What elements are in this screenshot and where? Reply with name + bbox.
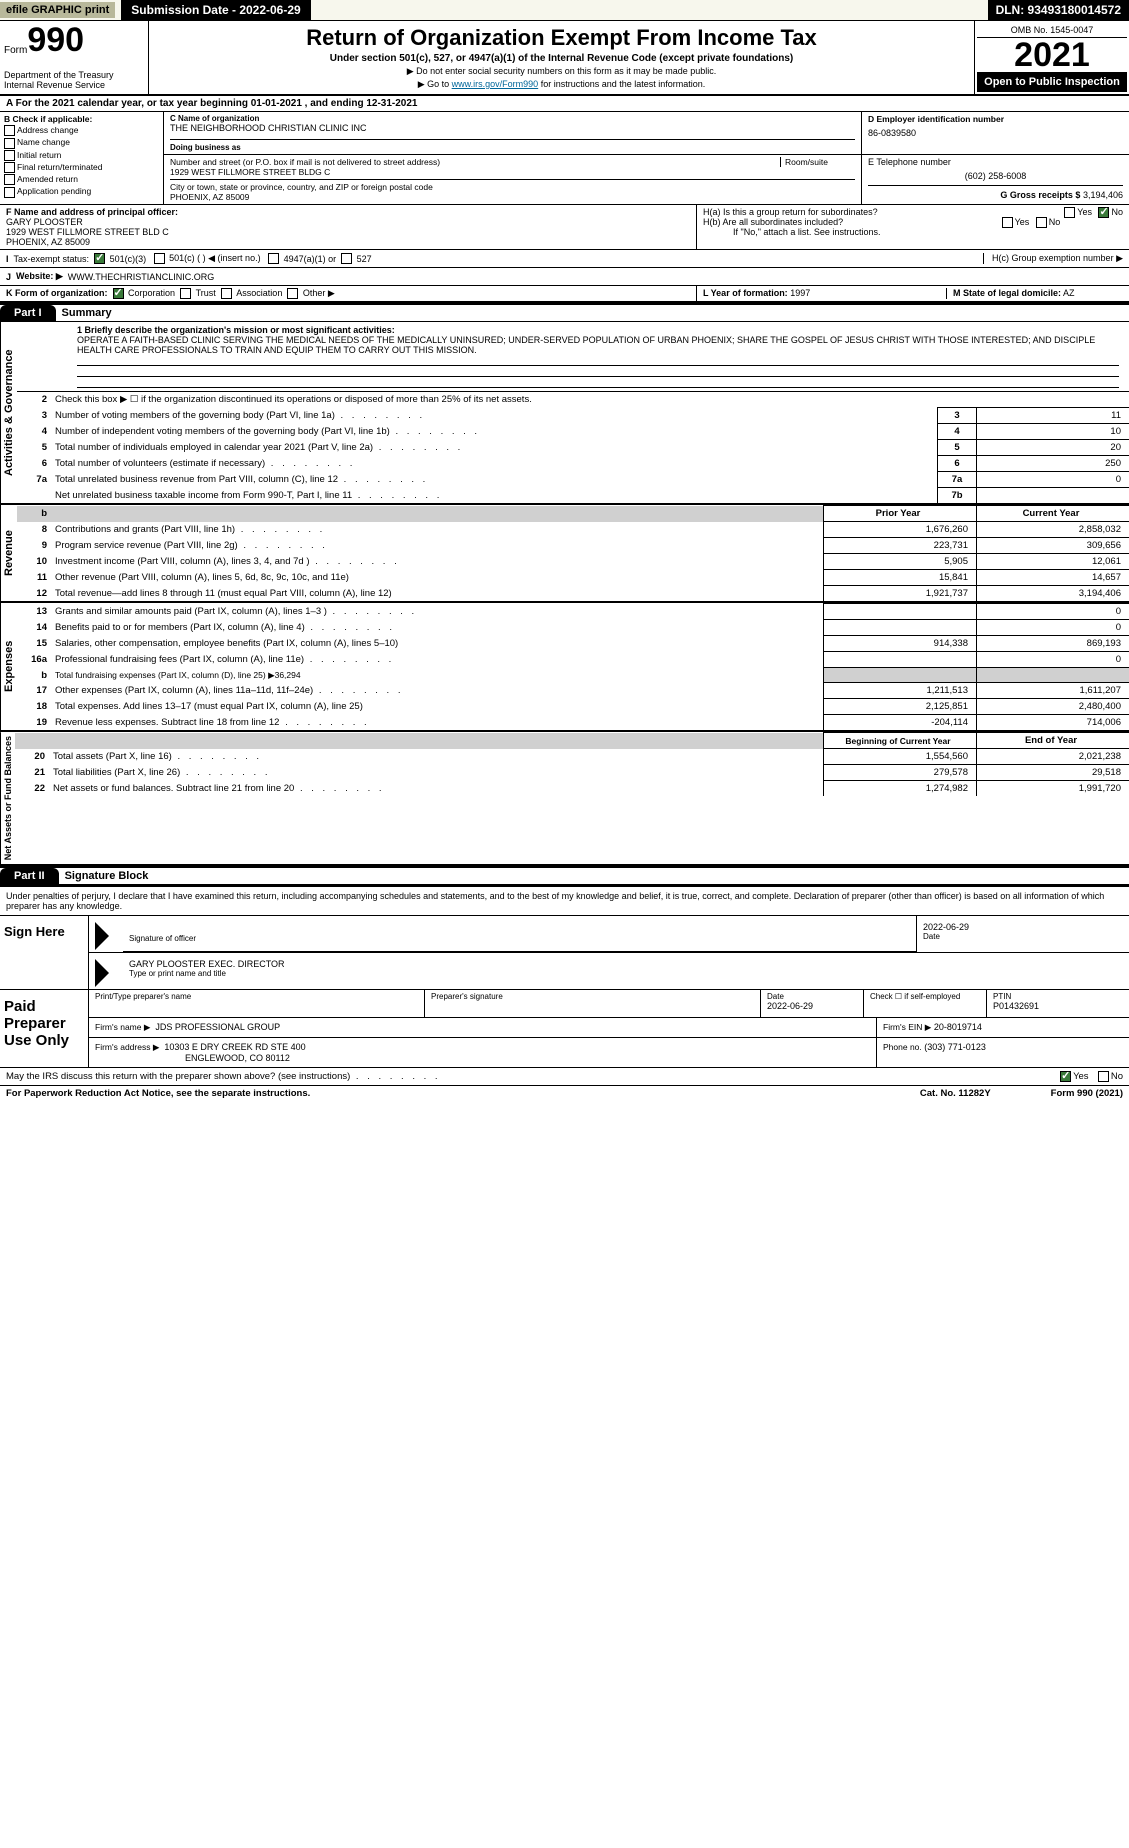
expenses-table: 13Grants and similar amounts paid (Part … xyxy=(17,603,1129,730)
form-org-row: K Form of organization: Corporation Trus… xyxy=(0,286,1129,303)
mission-text: OPERATE A FAITH-BASED CLINIC SERVING THE… xyxy=(77,335,1119,355)
governance-section: Activities & Governance 1 Briefly descri… xyxy=(0,322,1129,505)
501c3-checked xyxy=(94,253,105,264)
firm-phone: (303) 771-0123 xyxy=(924,1042,986,1052)
signature-block: Under penalties of perjury, I declare th… xyxy=(0,885,1129,1085)
form-title: Return of Organization Exempt From Incom… xyxy=(155,25,968,51)
city-state-zip: PHOENIX, AZ 85009 xyxy=(170,192,855,202)
corporation-checked xyxy=(113,288,124,299)
expenses-section: Expenses 13Grants and similar amounts pa… xyxy=(0,603,1129,732)
firm-ein: 20-8019714 xyxy=(934,1022,982,1032)
submission-date: Submission Date - 2022-06-29 xyxy=(121,0,310,20)
may-irs-discuss: May the IRS discuss this return with the… xyxy=(0,1067,1129,1085)
note-link: ▶ Go to www.irs.gov/Form990 for instruct… xyxy=(155,79,968,90)
box-b: B Check if applicable: Address change Na… xyxy=(0,112,164,204)
tax-period: A For the 2021 calendar year, or tax yea… xyxy=(0,96,1129,112)
efile-badge: efile GRAPHIC print xyxy=(0,2,115,18)
net-assets-section: Net Assets or Fund Balances Beginning of… xyxy=(0,732,1129,866)
firm-name: JDS PROFESSIONAL GROUP xyxy=(155,1022,280,1032)
tax-exempt-status-row: I Tax-exempt status: 501(c)(3) 501(c) ( … xyxy=(0,250,1129,268)
top-bar: efile GRAPHIC print Submission Date - 20… xyxy=(0,0,1129,21)
org-name: THE NEIGHBORHOOD CHRISTIAN CLINIC INC xyxy=(170,123,855,133)
officer-typed-name: GARY PLOOSTER EXEC. DIRECTOR xyxy=(129,959,1123,969)
sign-here-label: Sign Here xyxy=(0,916,89,989)
gross-receipts: 3,194,406 xyxy=(1083,190,1123,200)
ein: 86-0839580 xyxy=(868,128,1123,138)
net-assets-table: Beginning of Current YearEnd of Year 20T… xyxy=(15,732,1129,796)
governance-table: 2Check this box ▶ ☐ if the organization … xyxy=(17,392,1129,503)
department: Department of the Treasury Internal Reve… xyxy=(4,70,144,90)
discuss-yes-checked xyxy=(1060,1071,1071,1082)
revenue-table: bPrior YearCurrent Year 8Contributions a… xyxy=(17,505,1129,601)
note-ssn: ▶ Do not enter social security numbers o… xyxy=(155,66,968,77)
officer-group-row: F Name and address of principal officer:… xyxy=(0,205,1129,250)
ptin: P01432691 xyxy=(993,1001,1123,1011)
net-assets-side-label: Net Assets or Fund Balances xyxy=(0,732,15,864)
officer-name: GARY PLOOSTER xyxy=(6,217,690,227)
website-row: J Website: ▶ WWW.THECHRISTIANCLINIC.ORG xyxy=(0,268,1129,286)
revenue-section: Revenue bPrior YearCurrent Year 8Contrib… xyxy=(0,505,1129,603)
dln: DLN: 93493180014572 xyxy=(988,0,1129,20)
form-number: 990 xyxy=(27,25,84,56)
telephone: (602) 258-6008 xyxy=(868,171,1123,181)
part2-header: Part II Signature Block xyxy=(0,866,1129,885)
form-word: Form xyxy=(4,45,27,56)
penalty-statement: Under penalties of perjury, I declare th… xyxy=(0,887,1129,915)
sign-arrow-icon xyxy=(95,959,109,987)
street-address: 1929 WEST FILLMORE STREET BLDG C xyxy=(170,167,855,177)
expenses-side-label: Expenses xyxy=(0,603,17,730)
revenue-side-label: Revenue xyxy=(0,505,17,601)
entity-block: B Check if applicable: Address change Na… xyxy=(0,112,1129,205)
tax-year: 2021 xyxy=(977,38,1127,72)
paid-preparer-label: Paid Preparer Use Only xyxy=(0,990,89,1067)
sign-arrow-icon xyxy=(95,922,109,950)
group-return-no xyxy=(1098,207,1109,218)
open-public-badge: Open to Public Inspection xyxy=(977,72,1127,92)
website: WWW.THECHRISTIANCLINIC.ORG xyxy=(68,272,215,282)
governance-side-label: Activities & Governance xyxy=(0,322,17,503)
form-footer: For Paperwork Reduction Act Notice, see … xyxy=(0,1085,1129,1101)
part1-header: Part I Summary xyxy=(0,303,1129,322)
form-subtitle: Under section 501(c), 527, or 4947(a)(1)… xyxy=(155,53,968,64)
irs-link[interactable]: www.irs.gov/Form990 xyxy=(452,79,539,89)
form-header: Form 990 Department of the Treasury Inte… xyxy=(0,21,1129,96)
